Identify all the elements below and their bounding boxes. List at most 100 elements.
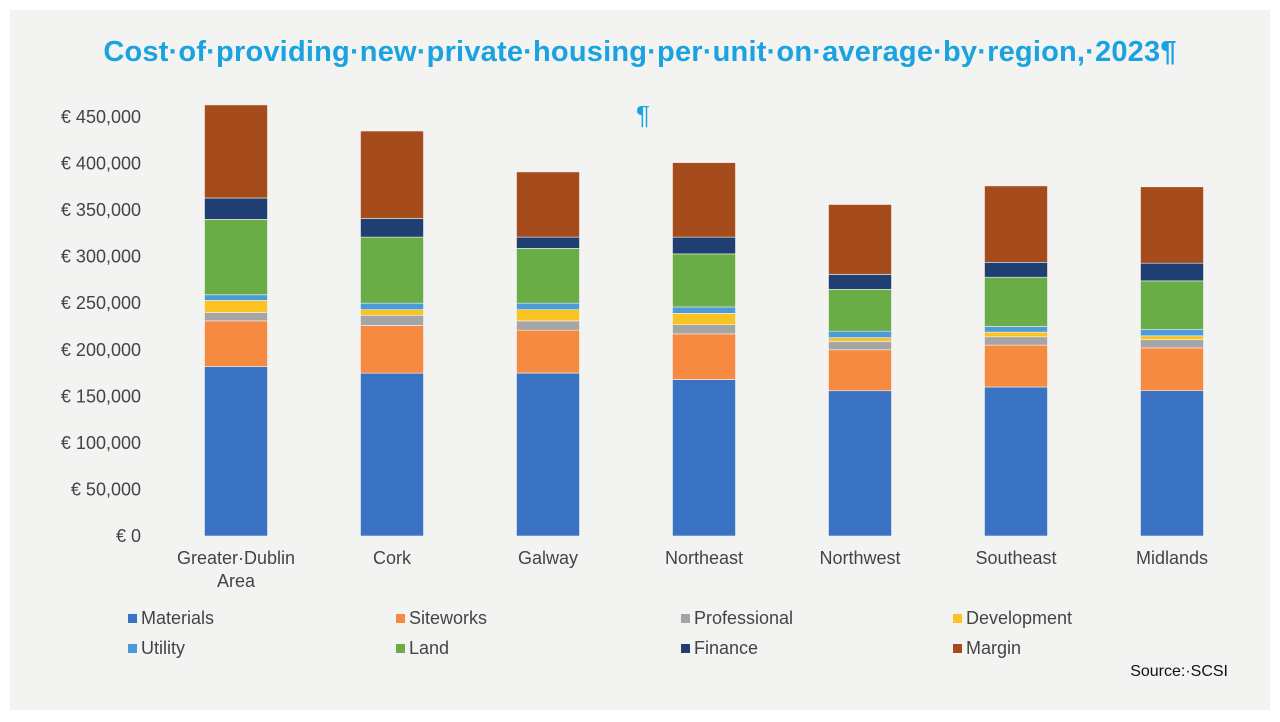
bar-segment-materials [828,390,892,537]
x-tick-label: Southeast [975,548,1056,568]
bar-segment-land [672,253,736,308]
bar-segment-development [360,309,424,316]
y-tick-label: € 300,000 [61,247,141,267]
bar-segment-siteworks [360,325,424,374]
bar-segment-finance [360,218,424,238]
legend-swatch [681,644,690,653]
bar-segment-utility [984,326,1048,333]
bar-segment-siteworks [516,329,580,374]
legend-swatch [953,644,962,653]
y-tick-label: € 150,000 [61,386,141,406]
legend-swatch [128,614,137,623]
x-tick-label: Greater·Dublin [177,548,295,568]
legend-label: Materials [141,608,215,628]
y-tick-label: € 100,000 [61,433,141,453]
y-tick-label: € 350,000 [61,200,141,220]
bar-segment-margin [984,185,1048,263]
bar-segment-finance [828,274,892,290]
pilcrow-mark: ¶ [636,100,650,130]
bar-segment-margin [828,204,892,275]
legend-item-materials: Materials [128,608,214,629]
y-tick-label: € 50,000 [71,479,141,499]
bar-segment-professional [204,312,268,322]
bar-segment-development [516,309,580,322]
bar-segment-professional [360,314,424,326]
y-tick-label: € 400,000 [61,154,141,174]
x-tick-label: Northeast [665,548,743,568]
legend-item-margin: Margin [953,638,1021,659]
bar-segment-materials [204,366,268,537]
bar-segment-land [1140,280,1204,330]
legend-label: Utility [141,638,185,658]
y-tick-label: € 200,000 [61,340,141,360]
bar-segment-land [984,276,1048,327]
legend-label: Professional [694,608,794,628]
bar-segment-siteworks [1140,347,1204,391]
bar-segment-materials [672,379,736,537]
x-tick-label: Area [217,571,256,591]
legend-swatch [681,614,690,623]
bar-segment-materials [516,372,580,537]
bar-segment-finance [672,236,736,255]
bar-segment-land [828,288,892,332]
bar-segment-margin [672,162,736,238]
bar-segment-development [1140,335,1204,340]
bar-segment-land [204,219,268,296]
bar-segment-utility [1140,328,1204,337]
bar-segment-land [360,236,424,304]
bar-segment-professional [984,336,1048,346]
legend-item-development: Development [953,608,1072,629]
legend-label: Siteworks [409,608,488,628]
legend-label: Finance [694,638,759,658]
bar-segment-materials [984,386,1048,537]
legend-swatch [396,644,405,653]
bar-segment-finance [984,261,1048,278]
legend-item-finance: Finance [681,638,758,659]
bar-segment-margin [516,171,580,238]
legend-label: Land [409,638,450,658]
bar-segment-utility [672,306,736,314]
bar-segment-finance [1140,262,1204,282]
legend-swatch [953,614,962,623]
bar-segment-development [984,331,1048,338]
bar-segment-margin [204,104,268,199]
bar-segment-professional [516,320,580,331]
bar-segment-finance [204,197,268,220]
bar-segment-utility [516,302,580,311]
bar-segment-utility [204,294,268,301]
bar-segment-siteworks [984,344,1048,388]
bar-segment-professional [828,341,892,351]
bar-segment-utility [828,330,892,339]
bar-segment-materials [1140,390,1204,537]
legend-label: Margin [966,638,1022,658]
legend-swatch [396,614,405,623]
bar-segment-siteworks [672,333,736,380]
bar-segment-margin [360,130,424,219]
x-tick-label: Cork [373,548,412,568]
bar-segment-land [516,248,580,304]
bar-segment-siteworks [204,320,268,367]
legend-item-utility: Utility [128,638,185,659]
bar-segment-utility [360,302,424,311]
bar-segment-development [672,313,736,325]
bar-segment-professional [1140,339,1204,349]
legend-label: Development [966,608,1073,628]
bar-segment-materials [360,372,424,537]
bar-segment-finance [516,236,580,249]
legend-item-land: Land [396,638,449,659]
y-tick-label: € 250,000 [61,293,141,313]
legend-item-professional: Professional [681,608,793,629]
bar-segment-development [204,300,268,313]
legend-swatch [128,644,137,653]
x-tick-label: Northwest [819,548,900,568]
bar-segment-professional [672,324,736,335]
chart-title: Cost·of·providing·new·private·housing·pe… [103,36,1177,68]
y-tick-label: € 0 [116,526,141,546]
bar-segment-development [828,337,892,342]
legend-item-siteworks: Siteworks [396,608,487,629]
bar-segment-margin [1140,186,1204,264]
bar-segment-siteworks [828,349,892,392]
x-tick-label: Galway [518,548,578,568]
y-tick-label: € 450,000 [61,107,141,127]
source-note: Source:·SCSI [1130,663,1228,680]
